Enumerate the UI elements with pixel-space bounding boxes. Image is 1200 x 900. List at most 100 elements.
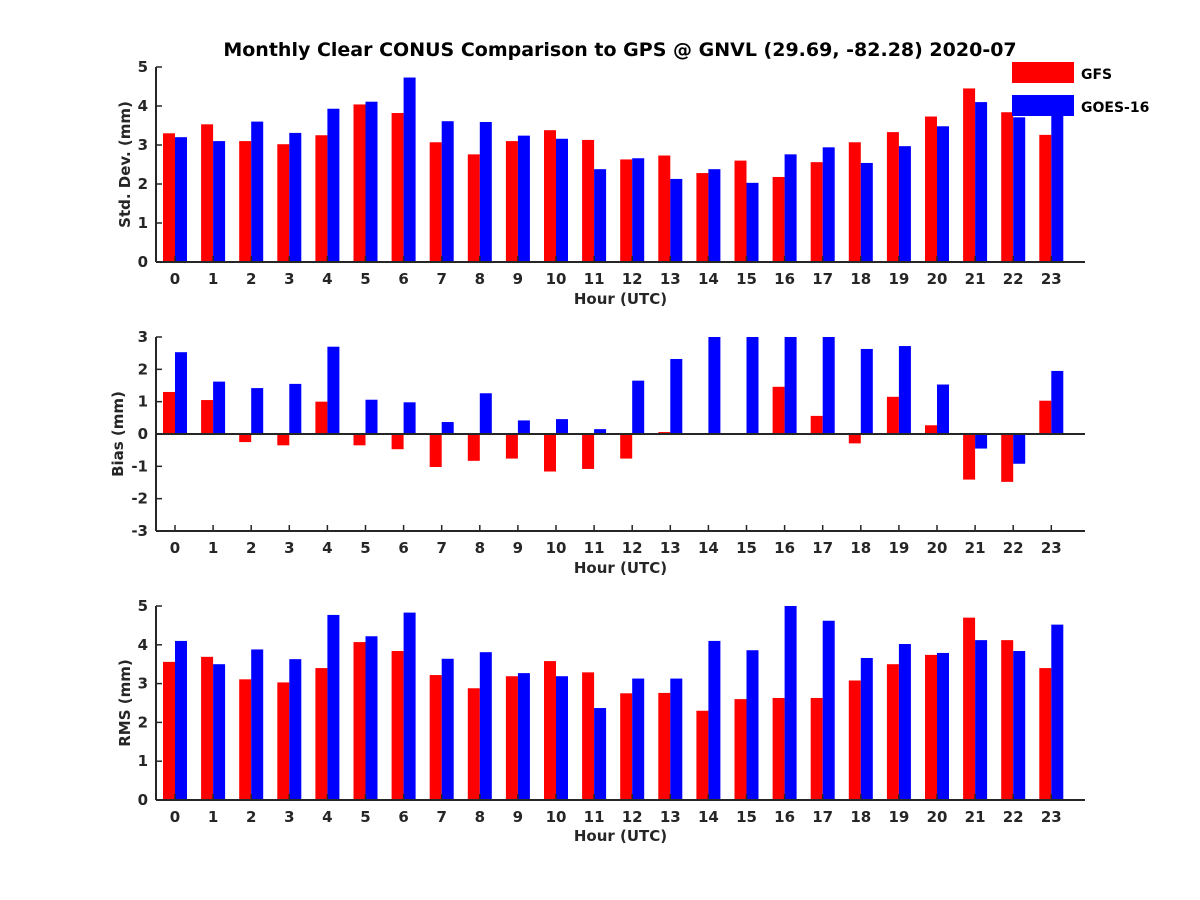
bar-gfs-hour-14	[696, 710, 709, 800]
x-tick-label: 11	[584, 539, 605, 557]
y-tick-label: 5	[138, 58, 148, 76]
legend: GFS GOES-16	[1012, 62, 1149, 116]
x-tick-label: 5	[360, 539, 370, 557]
bar-goes16-hour-22	[1013, 117, 1026, 262]
x-tick-label: 23	[1041, 270, 1062, 288]
x-tick-label: 5	[360, 270, 370, 288]
x-tick-label: 19	[888, 270, 909, 288]
bar-gfs-hour-22	[1001, 112, 1014, 263]
x-tick-label: 8	[475, 808, 485, 826]
bar-goes16-hour-10	[556, 419, 568, 434]
bar-gfs-hour-5	[353, 104, 366, 262]
x-tick-label: 19	[888, 539, 909, 557]
bar-goes16-hour-18	[860, 657, 873, 800]
y-tick-label: 2	[138, 713, 148, 731]
bar-gfs-hour-12	[620, 159, 633, 262]
x-tick-label: 2	[246, 808, 256, 826]
bar-goes16-hour-14	[708, 640, 721, 800]
bar-goes16-hour-22	[1013, 651, 1026, 800]
bar-goes16-hour-21	[975, 434, 988, 449]
x-tick-label: 8	[475, 539, 485, 557]
bar-gfs-hour-3	[277, 682, 290, 800]
chart-title: Monthly Clear CONUS Comparison to GPS @ …	[223, 39, 1016, 61]
x-tick-label: 3	[284, 270, 294, 288]
x-tick-label: 18	[850, 808, 871, 826]
bar-goes16-hour-12	[632, 158, 645, 262]
x-tick-label: 20	[927, 270, 948, 288]
bar-gfs-hour-20	[925, 116, 937, 262]
bar-goes16-hour-5	[365, 636, 378, 800]
bar-gfs-hour-13	[658, 155, 671, 262]
x-tick-label: 9	[513, 270, 523, 288]
bar-goes16-hour-4	[327, 346, 340, 434]
bar-gfs-hour-9	[505, 676, 518, 800]
bar-goes16-hour-14	[708, 169, 721, 262]
bar-goes16-hour-12	[632, 380, 645, 434]
bar-gfs-hour-21	[963, 434, 976, 480]
bar-gfs-hour-2	[239, 434, 252, 443]
x-tick-label: 9	[513, 539, 523, 557]
bar-goes16-hour-6	[403, 77, 416, 262]
bar-goes16-hour-8	[479, 121, 492, 263]
y-tick-label: 4	[138, 97, 148, 115]
x-axis-label: Hour (UTC)	[574, 290, 667, 308]
bar-goes16-hour-18	[860, 162, 873, 262]
x-tick-label: 22	[1003, 539, 1024, 557]
bar-goes16-hour-15	[746, 182, 759, 262]
x-tick-label: 18	[850, 539, 871, 557]
x-tick-label: 10	[546, 808, 567, 826]
x-tick-label: 21	[965, 808, 986, 826]
bar-gfs-hour-11	[582, 139, 595, 262]
bar-goes16-hour-13	[670, 358, 683, 434]
bar-goes16-hour-17	[822, 620, 835, 800]
y-tick-label: 0	[138, 791, 148, 809]
bar-gfs-hour-4	[315, 135, 328, 262]
bar-gfs-hour-7	[429, 434, 442, 467]
bar-goes16-hour-23	[1051, 107, 1064, 262]
bar-goes16-hour-9	[517, 135, 530, 262]
x-tick-label: 7	[436, 270, 446, 288]
legend-label-gfs: GFS	[1081, 67, 1112, 83]
x-tick-label: 17	[812, 808, 833, 826]
x-tick-label: 13	[660, 270, 681, 288]
bar-gfs-hour-10	[544, 661, 556, 800]
y-tick-label: 0	[138, 253, 148, 271]
bar-gfs-hour-3	[277, 144, 290, 262]
x-tick-label: 4	[322, 808, 332, 826]
y-axis-label: RMS (mm)	[116, 659, 134, 746]
x-tick-label: 19	[888, 808, 909, 826]
bar-gfs-hour-12	[620, 693, 633, 800]
bar-gfs-hour-17	[810, 415, 823, 434]
bar-gfs-hour-15	[734, 160, 747, 262]
x-tick-label: 16	[774, 808, 795, 826]
bar-goes16-hour-1	[213, 141, 226, 262]
x-tick-label: 3	[284, 808, 294, 826]
bar-gfs-hour-13	[658, 692, 671, 800]
bar-goes16-hour-8	[479, 393, 492, 434]
x-tick-label: 3	[284, 539, 294, 557]
bar-gfs-hour-3	[277, 434, 290, 446]
bar-gfs-hour-20	[925, 654, 937, 800]
bar-goes16-hour-3	[289, 132, 302, 262]
y-axis-label: Bias (mm)	[109, 391, 127, 477]
bar-goes16-hour-19	[898, 644, 911, 800]
bar-goes16-hour-11	[594, 169, 607, 262]
x-tick-label: 1	[208, 539, 218, 557]
bar-gfs-hour-8	[467, 154, 480, 262]
bar-goes16-hour-0	[175, 640, 187, 800]
bar-goes16-hour-0	[175, 352, 187, 434]
bar-goes16-hour-9	[517, 673, 530, 800]
y-tick-label: 4	[138, 636, 148, 654]
x-tick-label: 21	[965, 270, 986, 288]
bar-goes16-hour-21	[975, 640, 988, 800]
bar-goes16-hour-6	[403, 402, 416, 434]
x-tick-label: 4	[322, 539, 332, 557]
x-axis-label: Hour (UTC)	[574, 827, 667, 845]
x-tick-label: 10	[546, 270, 567, 288]
x-tick-label: 23	[1041, 808, 1062, 826]
bar-gfs-hour-10	[544, 130, 556, 262]
bar-goes16-hour-2	[251, 388, 264, 434]
x-axis-label: Hour (UTC)	[574, 559, 667, 577]
